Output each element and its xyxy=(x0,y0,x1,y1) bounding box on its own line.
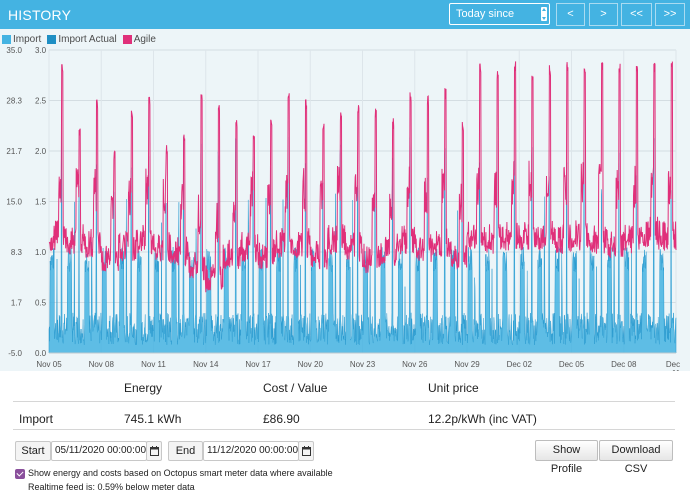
prev-button[interactable]: < xyxy=(556,3,585,26)
select-arrows-icon xyxy=(541,7,547,21)
y-right-tick-label: 0.5 xyxy=(35,299,47,308)
page-title: HISTORY xyxy=(8,7,72,23)
y-right-tick-label: 1.5 xyxy=(35,198,47,207)
download-csv-button[interactable]: Download CSV xyxy=(599,440,673,475)
y-left-tick-label: 21.7 xyxy=(6,147,22,156)
y-left-tick-label: 15.0 xyxy=(6,198,22,207)
legend-label-agile: Agile xyxy=(133,34,156,45)
legend-label-import-actual: Import Actual xyxy=(58,34,117,45)
x-tick-label: Nov 26 xyxy=(402,360,428,369)
start-date-input[interactable]: 05/11/2020 00:00:00 xyxy=(51,441,147,461)
y-right-tick-label: 0.0 xyxy=(35,349,47,358)
col-unit-price: Unit price xyxy=(428,381,479,395)
chart-legend: Import Import Actual Agile xyxy=(2,34,156,45)
y-left-tick-label: -5.0 xyxy=(8,349,22,358)
y-left-tick-label: 28.3 xyxy=(6,97,22,106)
end-date-input[interactable]: 11/12/2020 00:00:00 xyxy=(203,441,299,461)
start-label: Start xyxy=(15,441,51,461)
x-tick-label: Dec 05 xyxy=(559,360,585,369)
start-calendar-button[interactable] xyxy=(146,441,162,461)
x-tick-label: Dec 02 xyxy=(507,360,533,369)
series-import-area xyxy=(48,119,677,354)
y-left-tick-label: 1.7 xyxy=(11,299,23,308)
y-right-tick-label: 3.0 xyxy=(35,46,47,55)
x-tick-label: Nov 20 xyxy=(298,360,324,369)
x-tick-label: Nov 29 xyxy=(454,360,480,369)
legend-swatch-import xyxy=(2,35,11,44)
smart-meter-checkbox-label: Show energy and costs based on Octopus s… xyxy=(28,468,333,478)
x-tick-label: Nov 17 xyxy=(245,360,271,369)
y-left-tick-label: 8.3 xyxy=(11,248,23,257)
series-agile-line xyxy=(48,61,677,293)
y-right-tick-label: 2.5 xyxy=(35,97,47,106)
end-label: End xyxy=(168,441,203,461)
legend-item-agile[interactable]: Agile xyxy=(122,34,156,45)
x-tick-label-cont: 11 xyxy=(672,369,681,371)
first-button[interactable]: << xyxy=(621,3,652,26)
cost-value: £86.90 xyxy=(263,412,300,426)
energy-value: 745.1 kWh xyxy=(124,412,182,426)
last-button[interactable]: >> xyxy=(655,3,685,26)
legend-swatch-agile xyxy=(122,35,132,44)
history-chart[interactable]: Import Import Actual Agile 35.0 28.3 21.7 1… xyxy=(0,29,690,371)
chart-plot[interactable]: 35.0 28.3 21.7 15.0 8.3 1.7 -5.0 3.0 2.5 2.0 1.5 1.… xyxy=(0,29,690,371)
next-button[interactable]: > xyxy=(589,3,618,26)
legend-item-import[interactable]: Import xyxy=(2,34,41,45)
x-tick-label: Dec 08 xyxy=(611,360,637,369)
legend-item-import-actual[interactable]: Import Actual xyxy=(47,34,117,45)
x-tick-label: Nov 23 xyxy=(350,360,376,369)
row-label-import: Import xyxy=(19,412,54,426)
smart-meter-checkbox[interactable] xyxy=(15,469,25,479)
calendar-icon xyxy=(150,446,159,456)
stats-divider xyxy=(13,401,675,402)
stats-divider-bottom xyxy=(13,429,675,430)
legend-swatch-import-actual xyxy=(47,35,57,44)
y-right-tick-label: 2.0 xyxy=(35,147,47,156)
x-tick-label: Nov 14 xyxy=(193,360,219,369)
unit-price-value: 12.2p/kWh (inc VAT) xyxy=(428,412,537,426)
show-profile-button[interactable]: Show Profile xyxy=(535,440,598,475)
x-tick-label: Nov 08 xyxy=(89,360,115,369)
x-tick-label: Nov 05 xyxy=(36,360,62,369)
history-header: HISTORY Today since midnight < > << >> xyxy=(0,0,690,40)
x-tick-label: Nov 11 xyxy=(141,360,166,369)
x-tick-label: Dec xyxy=(666,360,680,369)
legend-label-import: Import xyxy=(13,34,42,45)
time-range-select[interactable]: Today since midnight xyxy=(449,3,550,40)
y-left-tick-label: 35.0 xyxy=(6,46,22,55)
realtime-feed-note: Realtime feed is: 0.59% below meter data xyxy=(28,482,195,492)
col-cost: Cost / Value xyxy=(263,381,328,395)
calendar-icon xyxy=(302,446,311,456)
col-energy: Energy xyxy=(124,381,163,395)
end-calendar-button[interactable] xyxy=(298,441,314,461)
y-right-tick-label: 1.0 xyxy=(35,248,47,257)
